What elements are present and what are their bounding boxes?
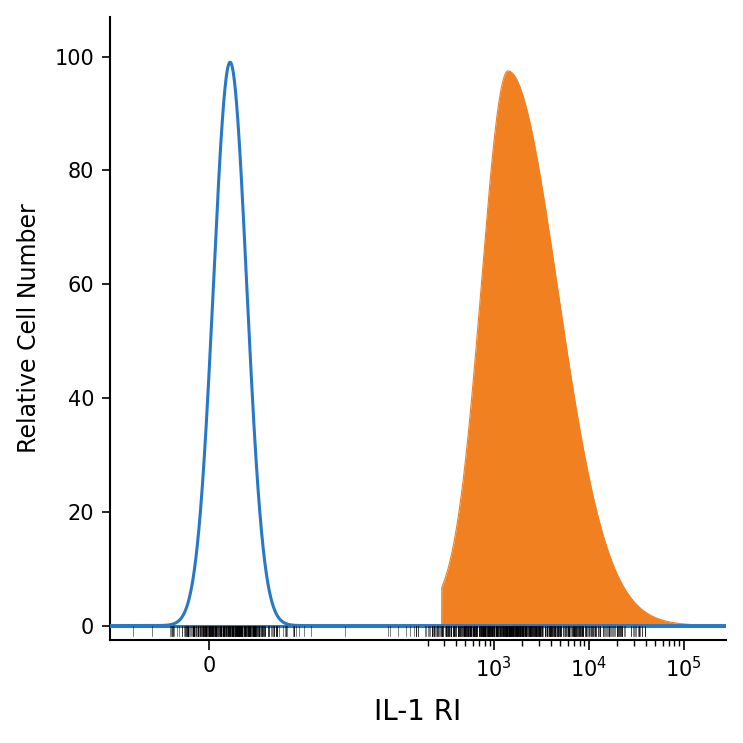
- X-axis label: IL-1 RI: IL-1 RI: [374, 698, 461, 727]
- Y-axis label: Relative Cell Number: Relative Cell Number: [16, 204, 41, 453]
